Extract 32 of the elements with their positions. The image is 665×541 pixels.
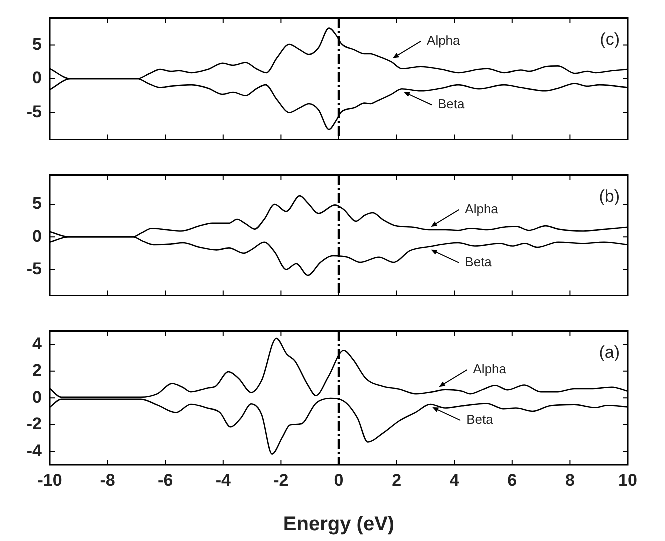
annotation: Alpha — [465, 202, 500, 217]
annotation: (b) — [599, 186, 620, 206]
annotation: Beta — [466, 412, 494, 428]
x-tick-label: 6 — [508, 470, 518, 490]
annotation: Beta — [465, 254, 493, 270]
x-tick-label: -8 — [100, 470, 116, 490]
y-tick-label: 5 — [32, 194, 42, 214]
x-tick-label: 2 — [392, 470, 402, 490]
x-tick-label: -10 — [38, 470, 62, 490]
annotation: Alpha — [427, 33, 462, 48]
y-tick-label: 0 — [32, 388, 42, 407]
annotation: (c) — [600, 30, 620, 49]
y-tick-label: 0 — [32, 226, 42, 246]
y-tick-label: -5 — [26, 102, 42, 122]
y-tick-label: 4 — [32, 334, 43, 354]
x-tick-label: -4 — [216, 470, 232, 490]
y-tick-label: 2 — [32, 361, 42, 380]
x-tick-label: 0 — [334, 470, 344, 490]
x-tick-label: 8 — [565, 470, 575, 490]
y-tick-label: -2 — [26, 414, 42, 434]
x-tick-label: 10 — [618, 470, 638, 490]
y-tick-label: -4 — [26, 441, 43, 460]
annotation: (a) — [599, 342, 620, 362]
y-tick-label: 5 — [32, 34, 42, 54]
y-tick-label: -5 — [26, 259, 42, 278]
x-axis-title: Energy (eV) — [283, 514, 395, 536]
annotation: Beta — [438, 96, 466, 112]
x-tick-label: -2 — [274, 470, 289, 490]
y-tick-label: 0 — [32, 68, 42, 88]
annotation: Alpha — [473, 362, 508, 377]
x-tick-label: 4 — [450, 470, 460, 490]
x-tick-label: -6 — [158, 470, 174, 490]
